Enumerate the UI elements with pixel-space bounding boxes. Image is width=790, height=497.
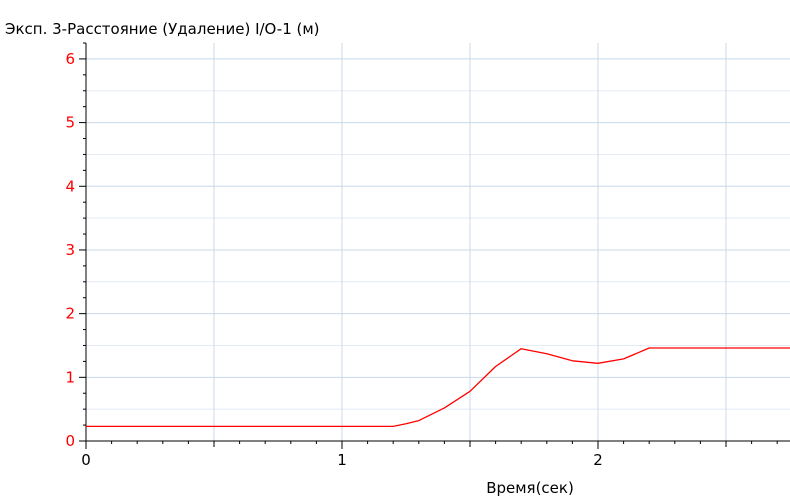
x-tick-label: 1 bbox=[337, 451, 347, 469]
y-tick-label: 0 bbox=[65, 432, 75, 450]
y-tick-label: 5 bbox=[65, 114, 75, 132]
grid bbox=[86, 43, 790, 441]
series-line bbox=[86, 347, 790, 428]
x-tick-label: 2 bbox=[593, 451, 603, 469]
y-tick-label: 6 bbox=[65, 50, 75, 68]
series bbox=[86, 347, 790, 428]
y-tick-label: 1 bbox=[65, 368, 75, 386]
y-tick-label: 4 bbox=[65, 177, 75, 195]
y-tick-label: 3 bbox=[65, 241, 75, 259]
ticks: 0 1 2 3 4 5 6 0 1 2 bbox=[65, 42, 778, 469]
chart-title: Эксп. 3-Расстояние (Удаление) I/O-1 (м) bbox=[5, 20, 320, 38]
x-tick-label: 0 bbox=[81, 451, 91, 469]
axes bbox=[85, 43, 790, 442]
y-tick-label: 2 bbox=[65, 305, 75, 323]
x-axis-label: Время(сек) bbox=[486, 479, 574, 497]
